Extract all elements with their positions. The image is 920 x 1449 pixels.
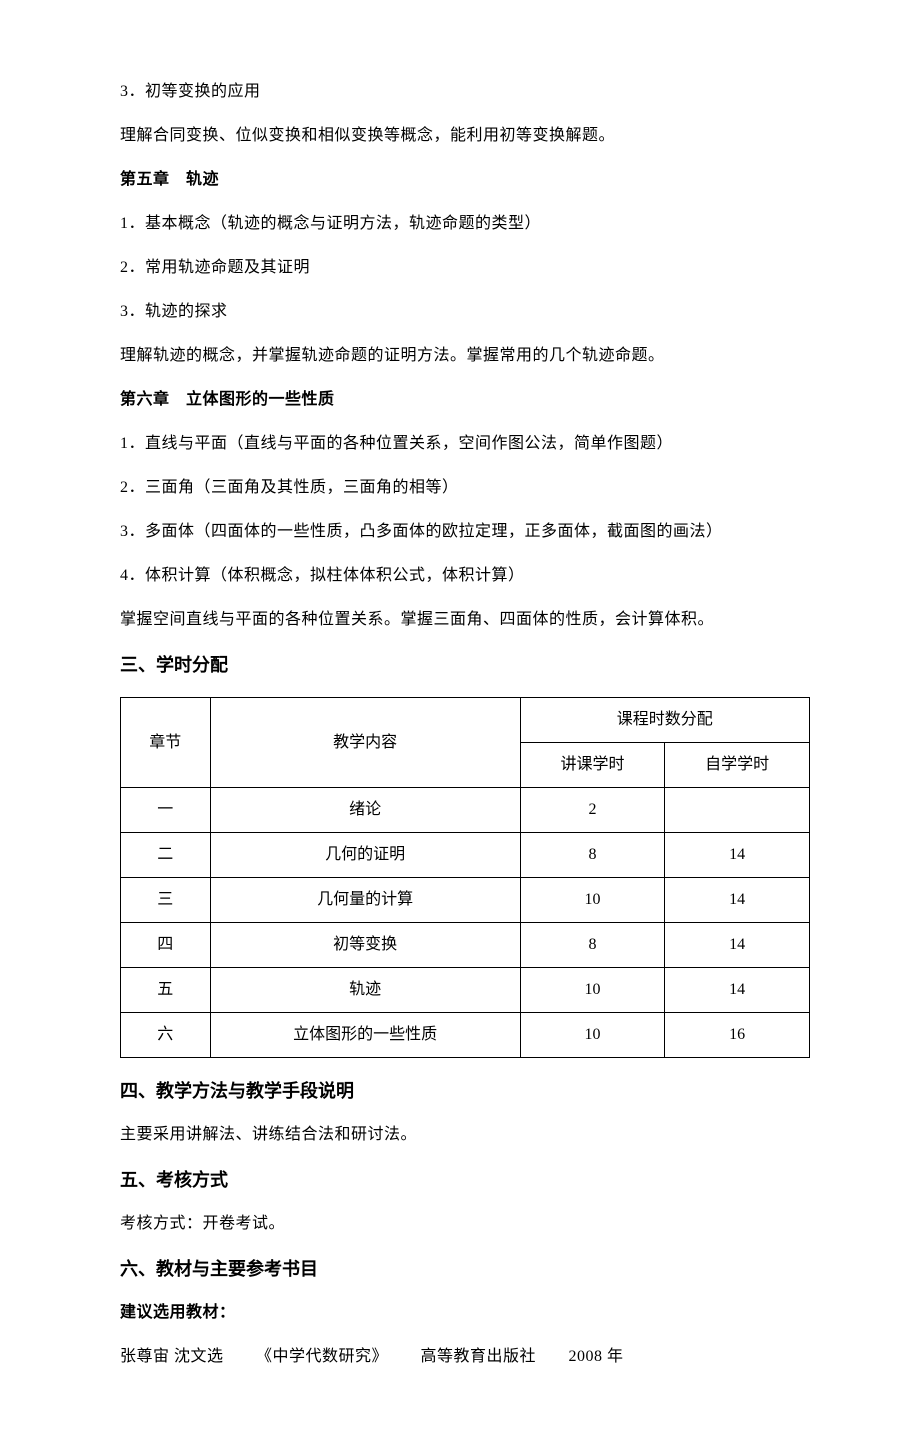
table-row: 三几何量的计算1014 [121,878,810,923]
table-cell-content: 轨迹 [210,968,520,1013]
col-hours-group-header: 课程时数分配 [520,698,809,743]
chapter-5-title: 第五章 轨迹 [120,168,810,192]
list-item-5-2: 2．常用轨迹命题及其证明 [120,256,810,280]
section-5-heading: 五、考核方式 [120,1167,810,1194]
paragraph: 理解轨迹的概念，并掌握轨迹命题的证明方法。掌握常用的几个轨迹命题。 [120,344,810,368]
col-content-header: 教学内容 [210,698,520,788]
list-item-5-3: 3．轨迹的探求 [120,300,810,324]
table-cell-chapter: 三 [121,878,211,923]
table-cell-chapter: 六 [121,1013,211,1058]
section-3-heading: 三、学时分配 [120,652,810,679]
list-item-6-3: 3．多面体（四面体的一些性质，凸多面体的欧拉定理，正多面体，截面图的画法） [120,520,810,544]
table-cell-chapter: 四 [121,923,211,968]
table-cell-content: 初等变换 [210,923,520,968]
ref-year: 2008 年 [569,1345,624,1369]
hours-allocation-table: 章节 教学内容 课程时数分配 讲课学时 自学学时 一绪论2二几何的证明814三几… [120,697,810,1058]
table-cell-content: 立体图形的一些性质 [210,1013,520,1058]
table-cell-lecture: 10 [520,1013,665,1058]
reference-entry: 张尊宙 沈文选 《中学代数研究》 高等教育出版社 2008 年 [120,1345,810,1369]
list-item-6-2: 2．三面角（三面角及其性质，三面角的相等） [120,476,810,500]
table-cell-content: 几何量的计算 [210,878,520,923]
table-cell-content: 几何的证明 [210,833,520,878]
section-6-heading: 六、教材与主要参考书目 [120,1256,810,1283]
table-cell-self: 14 [665,923,810,968]
col-lecture-header: 讲课学时 [520,743,665,788]
table-cell-content: 绪论 [210,788,520,833]
table-cell-chapter: 二 [121,833,211,878]
paragraph: 理解合同变换、位似变换和相似变换等概念，能利用初等变换解题。 [120,124,810,148]
list-item-5-1: 1．基本概念（轨迹的概念与证明方法，轨迹命题的类型） [120,212,810,236]
col-chapter-header: 章节 [121,698,211,788]
ref-author: 张尊宙 沈文选 [120,1345,224,1369]
table-cell-self [665,788,810,833]
section-6-subheading: 建议选用教材： [120,1301,810,1325]
ref-publisher: 高等教育出版社 [421,1345,537,1369]
ref-title: 《中学代数研究》 [256,1345,388,1369]
table-header-row: 章节 教学内容 课程时数分配 [121,698,810,743]
table-row: 一绪论2 [121,788,810,833]
table-cell-lecture: 10 [520,968,665,1013]
table-row: 六立体图形的一些性质1016 [121,1013,810,1058]
table-cell-lecture: 8 [520,833,665,878]
table-cell-self: 14 [665,878,810,923]
table-cell-self: 14 [665,968,810,1013]
section-4-heading: 四、教学方法与教学手段说明 [120,1078,810,1105]
section-4-body: 主要采用讲解法、讲练结合法和研讨法。 [120,1123,810,1147]
table-row: 五轨迹1014 [121,968,810,1013]
table-cell-lecture: 8 [520,923,665,968]
list-item-6-1: 1．直线与平面（直线与平面的各种位置关系，空间作图公法，简单作图题） [120,432,810,456]
table-row: 二几何的证明814 [121,833,810,878]
list-item-6-4: 4．体积计算（体积概念，拟柱体体积公式，体积计算） [120,564,810,588]
col-self-header: 自学学时 [665,743,810,788]
table-row: 四初等变换814 [121,923,810,968]
table-cell-lecture: 2 [520,788,665,833]
list-item-3-3: 3．初等变换的应用 [120,80,810,104]
table-cell-self: 14 [665,833,810,878]
table-cell-chapter: 五 [121,968,211,1013]
chapter-6-title: 第六章 立体图形的一些性质 [120,388,810,412]
table-cell-self: 16 [665,1013,810,1058]
table-cell-lecture: 10 [520,878,665,923]
table-cell-chapter: 一 [121,788,211,833]
section-5-body: 考核方式：开卷考试。 [120,1212,810,1236]
paragraph: 掌握空间直线与平面的各种位置关系。掌握三面角、四面体的性质，会计算体积。 [120,608,810,632]
